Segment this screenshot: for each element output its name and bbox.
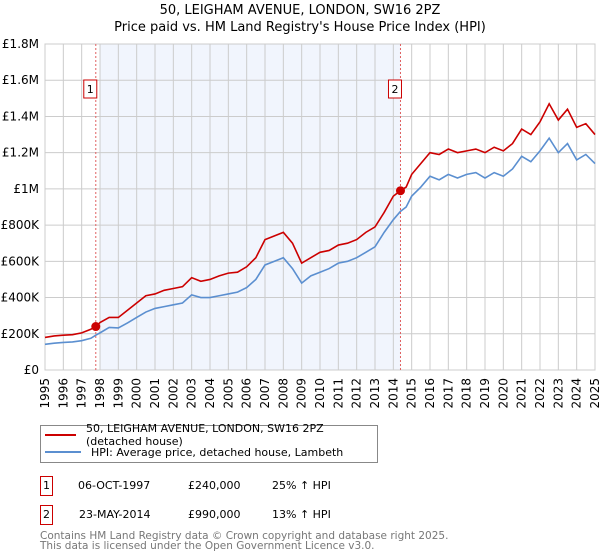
x-tick-label: 2010 [313,378,327,409]
x-tick-label: 2015 [405,378,419,409]
x-tick-label: 1999 [111,378,125,409]
y-tick-label: £600K [1,254,41,268]
x-tick-label: 1995 [38,378,52,409]
x-tick-label: 2020 [496,378,510,409]
footer: Contains HM Land Registry data © Crown c… [40,530,449,552]
legend-blue-label: HPI: Average price, detached house, Lamb… [91,445,344,459]
transaction-date: 23-MAY-2014 [79,508,151,521]
x-tick-label: 2024 [570,378,584,409]
sale-badge-label: 1 [87,83,94,96]
y-tick-label: £0 [24,363,39,377]
x-tick-label: 2009 [295,378,309,409]
shaded-region [100,44,401,370]
chart-title: 50, LEIGHAM AVENUE, LONDON, SW16 2PZ [159,3,441,18]
x-tick-label: 1998 [93,378,107,409]
x-tick-label: 2005 [221,378,235,409]
x-tick-label: 2001 [148,378,162,409]
x-tick-label: 2004 [203,378,217,409]
sale-badge-label: 2 [391,83,398,96]
y-tick-label: £1.2M [2,146,39,160]
legend-red-swatch [45,434,76,436]
legend: 50, LEIGHAM AVENUE, LONDON, SW16 2PZ (de… [40,422,378,463]
transaction-date: 06-OCT-1997 [78,479,151,492]
transaction-badge: 2 [40,505,53,525]
x-tick-label: 2019 [478,378,492,409]
y-tick-label: £1.8M [2,37,39,51]
x-tick-label: 2012 [350,378,364,409]
plot-area: £0 £200K £400K £600K £800K £1M £1.2M £1.4M £1.6M… [1,37,600,409]
x-tick-label: 2021 [515,378,529,409]
x-tick-label: 2006 [240,378,254,409]
sale-badge [387,79,402,99]
x-tick-label: 2022 [533,378,547,409]
y-tick-label: £800K [1,218,41,232]
x-tick-label: 2014 [386,378,400,409]
transaction-price: £240,000 [188,479,241,492]
x-tick-label: 2023 [551,378,565,409]
x-tick-label: 2008 [276,378,290,409]
x-tick-label: 2003 [185,378,199,409]
y-tick-label: £1.6M [2,73,39,87]
sale-badge [83,79,98,99]
chart-subtitle: Price paid vs. HM Land Registry's House … [114,20,486,35]
footer-line2: This data is licensed under the Open Gov… [40,540,375,552]
x-tick-label: 1996 [56,378,70,409]
series-line [44,136,596,346]
x-tick-label: 2013 [368,378,382,409]
sale-point [91,322,101,332]
legend-red-label: 50, LEIGHAM AVENUE, LONDON, SW16 2PZ (de… [86,422,324,448]
x-tick-label: 2016 [423,378,437,409]
y-tick-label: £1M [13,182,39,196]
sale-point [395,186,405,196]
legend-blue-swatch [45,451,81,453]
footer-line1: Contains HM Land Registry data © Crown c… [40,530,449,542]
transaction-hpi: 25% ↑ HPI [272,479,331,492]
x-tick-label: 2007 [258,378,272,409]
x-tick-label: 2018 [460,378,474,409]
transaction-hpi: 13% ↑ HPI [272,508,331,521]
x-tick-label: 2002 [166,378,180,409]
y-tick-label: £1.4M [2,109,39,123]
x-tick-label: 2025 [588,378,600,409]
transaction-row: 1 06-OCT-1997 £240,000 25% ↑ HPI [40,476,440,496]
x-tick-label: 1997 [75,378,89,409]
x-tick-label: 2017 [441,378,455,409]
plot-border [44,43,596,371]
y-tick-label: £400K [1,291,41,305]
x-tick-label: 2011 [331,378,345,409]
transaction-price: £990,000 [188,508,241,521]
transaction-badge: 1 [40,476,53,496]
transaction-row: 2 23-MAY-2014 £990,000 13% ↑ HPI [40,505,440,525]
y-tick-label: £200K [1,327,41,341]
x-tick-label: 2000 [130,378,144,409]
series-line [44,102,596,339]
